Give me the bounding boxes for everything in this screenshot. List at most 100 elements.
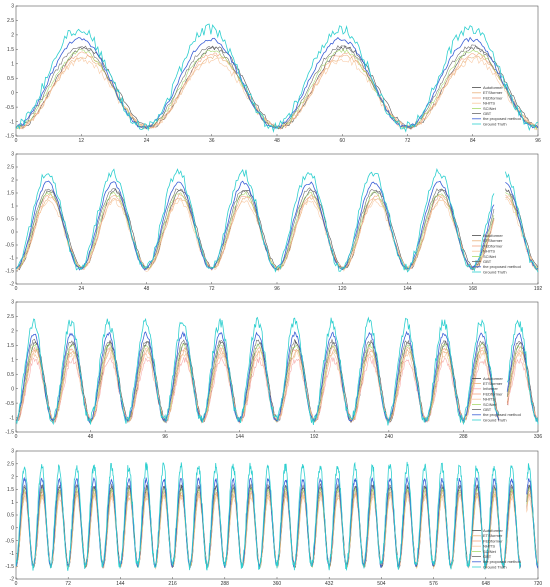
series-line-ground-truth <box>15 167 539 273</box>
plot-frame <box>15 5 539 137</box>
x-tick-label: 168 <box>469 286 478 292</box>
x-tick-label: 60 <box>339 138 345 144</box>
y-tick-label: 0 <box>11 386 14 392</box>
y-tick-label: 1 <box>11 357 14 363</box>
y-tick-label: -1 <box>10 256 15 262</box>
y-tick-label: -0.5 <box>5 401 14 407</box>
x-tick-label: 336 <box>534 434 543 440</box>
legend-entry: the proposed method <box>483 116 521 121</box>
plot-frame <box>15 153 539 285</box>
legend-entry: FEDformer <box>483 95 503 100</box>
series-line-etsformer <box>15 196 539 271</box>
y-tick-label: -1.5 <box>5 269 14 275</box>
legend-entry: Autoformer <box>483 85 503 90</box>
y-tick-label: -2 <box>10 282 15 288</box>
legend-entry: NHITS <box>483 397 495 402</box>
series-line-autoformer <box>15 484 539 569</box>
y-tick-label: 0.5 <box>7 513 14 519</box>
y-tick-label: -2 <box>10 577 15 583</box>
y-tick-label: 2 <box>11 329 14 335</box>
x-tick-label: 84 <box>470 138 476 144</box>
legend-entry: SCINet <box>483 402 497 407</box>
y-tick-label: -1.5 <box>5 430 14 436</box>
legend-entry: Ground Truth <box>483 417 507 422</box>
series-line-nhits <box>15 197 539 272</box>
x-tick-label: 144 <box>403 286 412 292</box>
y-tick-label: 3 <box>11 449 14 455</box>
x-tick-label: 240 <box>385 434 394 440</box>
x-tick-label: 72 <box>405 138 411 144</box>
y-tick-label: 1 <box>11 500 14 506</box>
chart-panel-4: -2 -1.5 -1 -0.5 0 0.5 1 1.5 2 2.5 3 0 72 144 216 288 360… <box>5 449 542 587</box>
legend-entry: ETSformer <box>483 238 503 243</box>
legend-entry: NHITS <box>483 249 495 254</box>
y-tick-label: 1.5 <box>7 343 14 349</box>
y-tick-label: 1.5 <box>7 47 14 53</box>
plot-frame <box>15 301 539 433</box>
x-tick-label: 24 <box>78 286 84 292</box>
x-tick-label: 96 <box>162 434 168 440</box>
x-tick-label: 72 <box>65 581 71 587</box>
x-tick-label: 120 <box>338 286 347 292</box>
x-tick-label: 0 <box>15 286 18 292</box>
y-tick-label: 1 <box>11 61 14 67</box>
series-line-fedformer <box>15 193 538 271</box>
y-tick-label: 0.5 <box>7 217 14 223</box>
x-tick-label: 216 <box>168 581 177 587</box>
y-tick-label: 2 <box>11 178 14 184</box>
y-tick-label: 3 <box>11 300 14 306</box>
x-tick-label: 288 <box>221 581 230 587</box>
x-tick-label: 96 <box>274 286 280 292</box>
x-tick-label: 288 <box>459 434 468 440</box>
y-tick-label: 2.5 <box>7 462 14 468</box>
x-tick-label: 504 <box>377 581 386 587</box>
series-line-the-proposed-method <box>15 476 539 569</box>
series-line-gbt <box>15 187 538 271</box>
x-tick-label: 96 <box>535 138 541 144</box>
legend-entry: ETSformer <box>483 381 503 386</box>
series-line-autoformer <box>15 45 539 130</box>
x-tick-label: 192 <box>534 286 543 292</box>
x-tick-label: 144 <box>236 434 245 440</box>
x-tick-label: 432 <box>325 581 334 587</box>
legend-entry: FEDformer <box>483 538 503 543</box>
x-tick-label: 192 <box>310 434 319 440</box>
chart-panel-3: -1.5 -1 -0.5 0 0.5 1 1.5 2 2.5 3 0 48 96 144 192 240 288… <box>5 300 542 440</box>
x-tick-label: 360 <box>273 581 282 587</box>
legend-entry: SCINet <box>483 549 497 554</box>
legend-entry: GBT <box>483 554 492 559</box>
legend-entry: Ground Truth <box>483 269 507 274</box>
series-line-fedformer <box>15 51 539 130</box>
y-tick-label: 1.5 <box>7 487 14 493</box>
series-line-the-proposed-method <box>15 180 539 271</box>
y-tick-label: 0.5 <box>7 372 14 378</box>
y-tick-label: 2 <box>11 33 14 39</box>
x-tick-label: 720 <box>534 581 543 587</box>
series-line-gbt <box>15 44 539 130</box>
series-line-fedformer <box>15 489 539 569</box>
legend-entry: the proposed method <box>483 559 521 564</box>
y-tick-label: 1.5 <box>7 191 14 197</box>
legend-entry: GBT <box>483 111 492 116</box>
series-line-ground-truth <box>15 316 539 426</box>
legend-entry: Autoformer <box>483 528 503 533</box>
y-tick-label: -0.5 <box>5 105 14 111</box>
legend-entry: GBT <box>483 259 492 264</box>
x-tick-label: 48 <box>144 286 150 292</box>
x-tick-label: 48 <box>274 138 280 144</box>
chart-panel-2: -2 -1.5 -1 -0.5 0 0.5 1 1.5 2 2.5 3 0 24 48 72 96 120 144… <box>5 152 542 292</box>
series-line-the-proposed-method <box>15 36 539 130</box>
x-tick-label: 48 <box>88 434 94 440</box>
y-tick-label: 2.5 <box>7 314 14 320</box>
y-tick-label: 0 <box>11 230 14 236</box>
y-tick-label: 3 <box>11 4 14 10</box>
legend-entry: the proposed method <box>483 412 521 417</box>
y-tick-label: 0 <box>11 90 14 96</box>
series-line-ground-truth <box>15 461 539 571</box>
legend-entry: Autoformer <box>483 233 503 238</box>
legend-entry: SCINet <box>483 254 497 259</box>
series-line-nhits <box>15 56 539 131</box>
legend-entry: the proposed method <box>483 264 521 269</box>
legend-entry: ETSformer <box>483 90 503 95</box>
x-tick-label: 72 <box>209 286 215 292</box>
